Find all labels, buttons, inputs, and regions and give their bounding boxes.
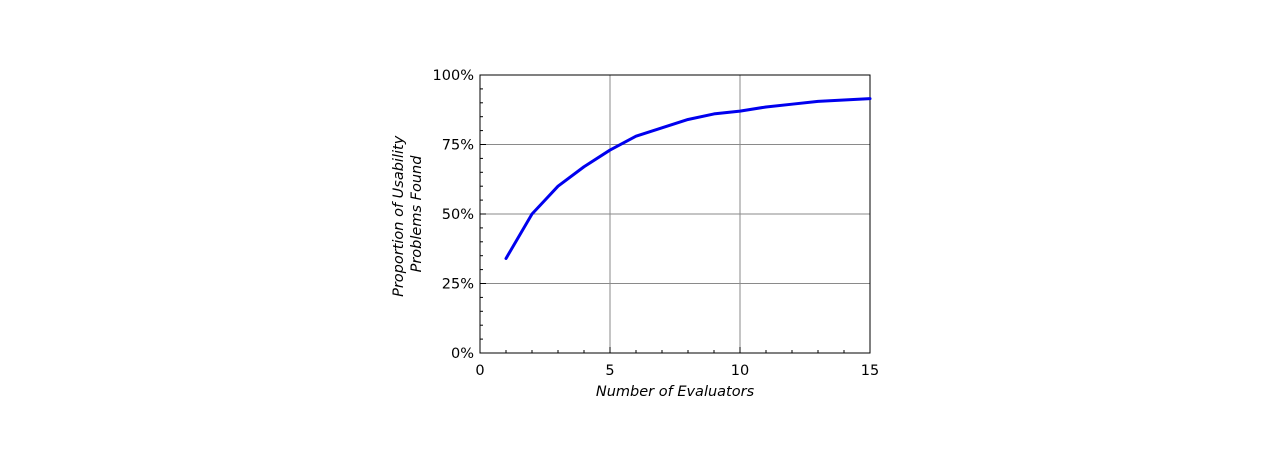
x-tick-label-1: 5 <box>605 363 614 379</box>
plot-area-frame <box>479 74 871 354</box>
series-line-0 <box>504 97 872 260</box>
y-axis-title-line-2: Problems Found <box>409 155 425 273</box>
y-axis-tick-labels: 0% 25% 50% 75% 100% <box>433 68 474 362</box>
y-tick-label-0: 0% <box>451 346 474 362</box>
y-tick-label-3: 75% <box>442 138 474 154</box>
x-axis-tick-labels: 0 5 10 15 <box>475 363 879 379</box>
series-layer <box>504 97 872 260</box>
x-axis-title: Number of Evaluators <box>596 384 755 400</box>
x-tick-label-0: 0 <box>475 363 484 379</box>
y-tick-label-2: 50% <box>442 207 474 223</box>
y-tick-label-4: 100% <box>433 68 474 84</box>
x-tick-label-2: 10 <box>731 363 749 379</box>
y-tick-label-1: 25% <box>442 277 474 293</box>
x-tick-label-3: 15 <box>861 363 879 379</box>
y-axis-title-line-1: Proportion of Usability <box>391 135 407 297</box>
y-axis-title: Proportion of Usability Problems Found <box>391 131 425 297</box>
grid-lines <box>480 75 870 353</box>
